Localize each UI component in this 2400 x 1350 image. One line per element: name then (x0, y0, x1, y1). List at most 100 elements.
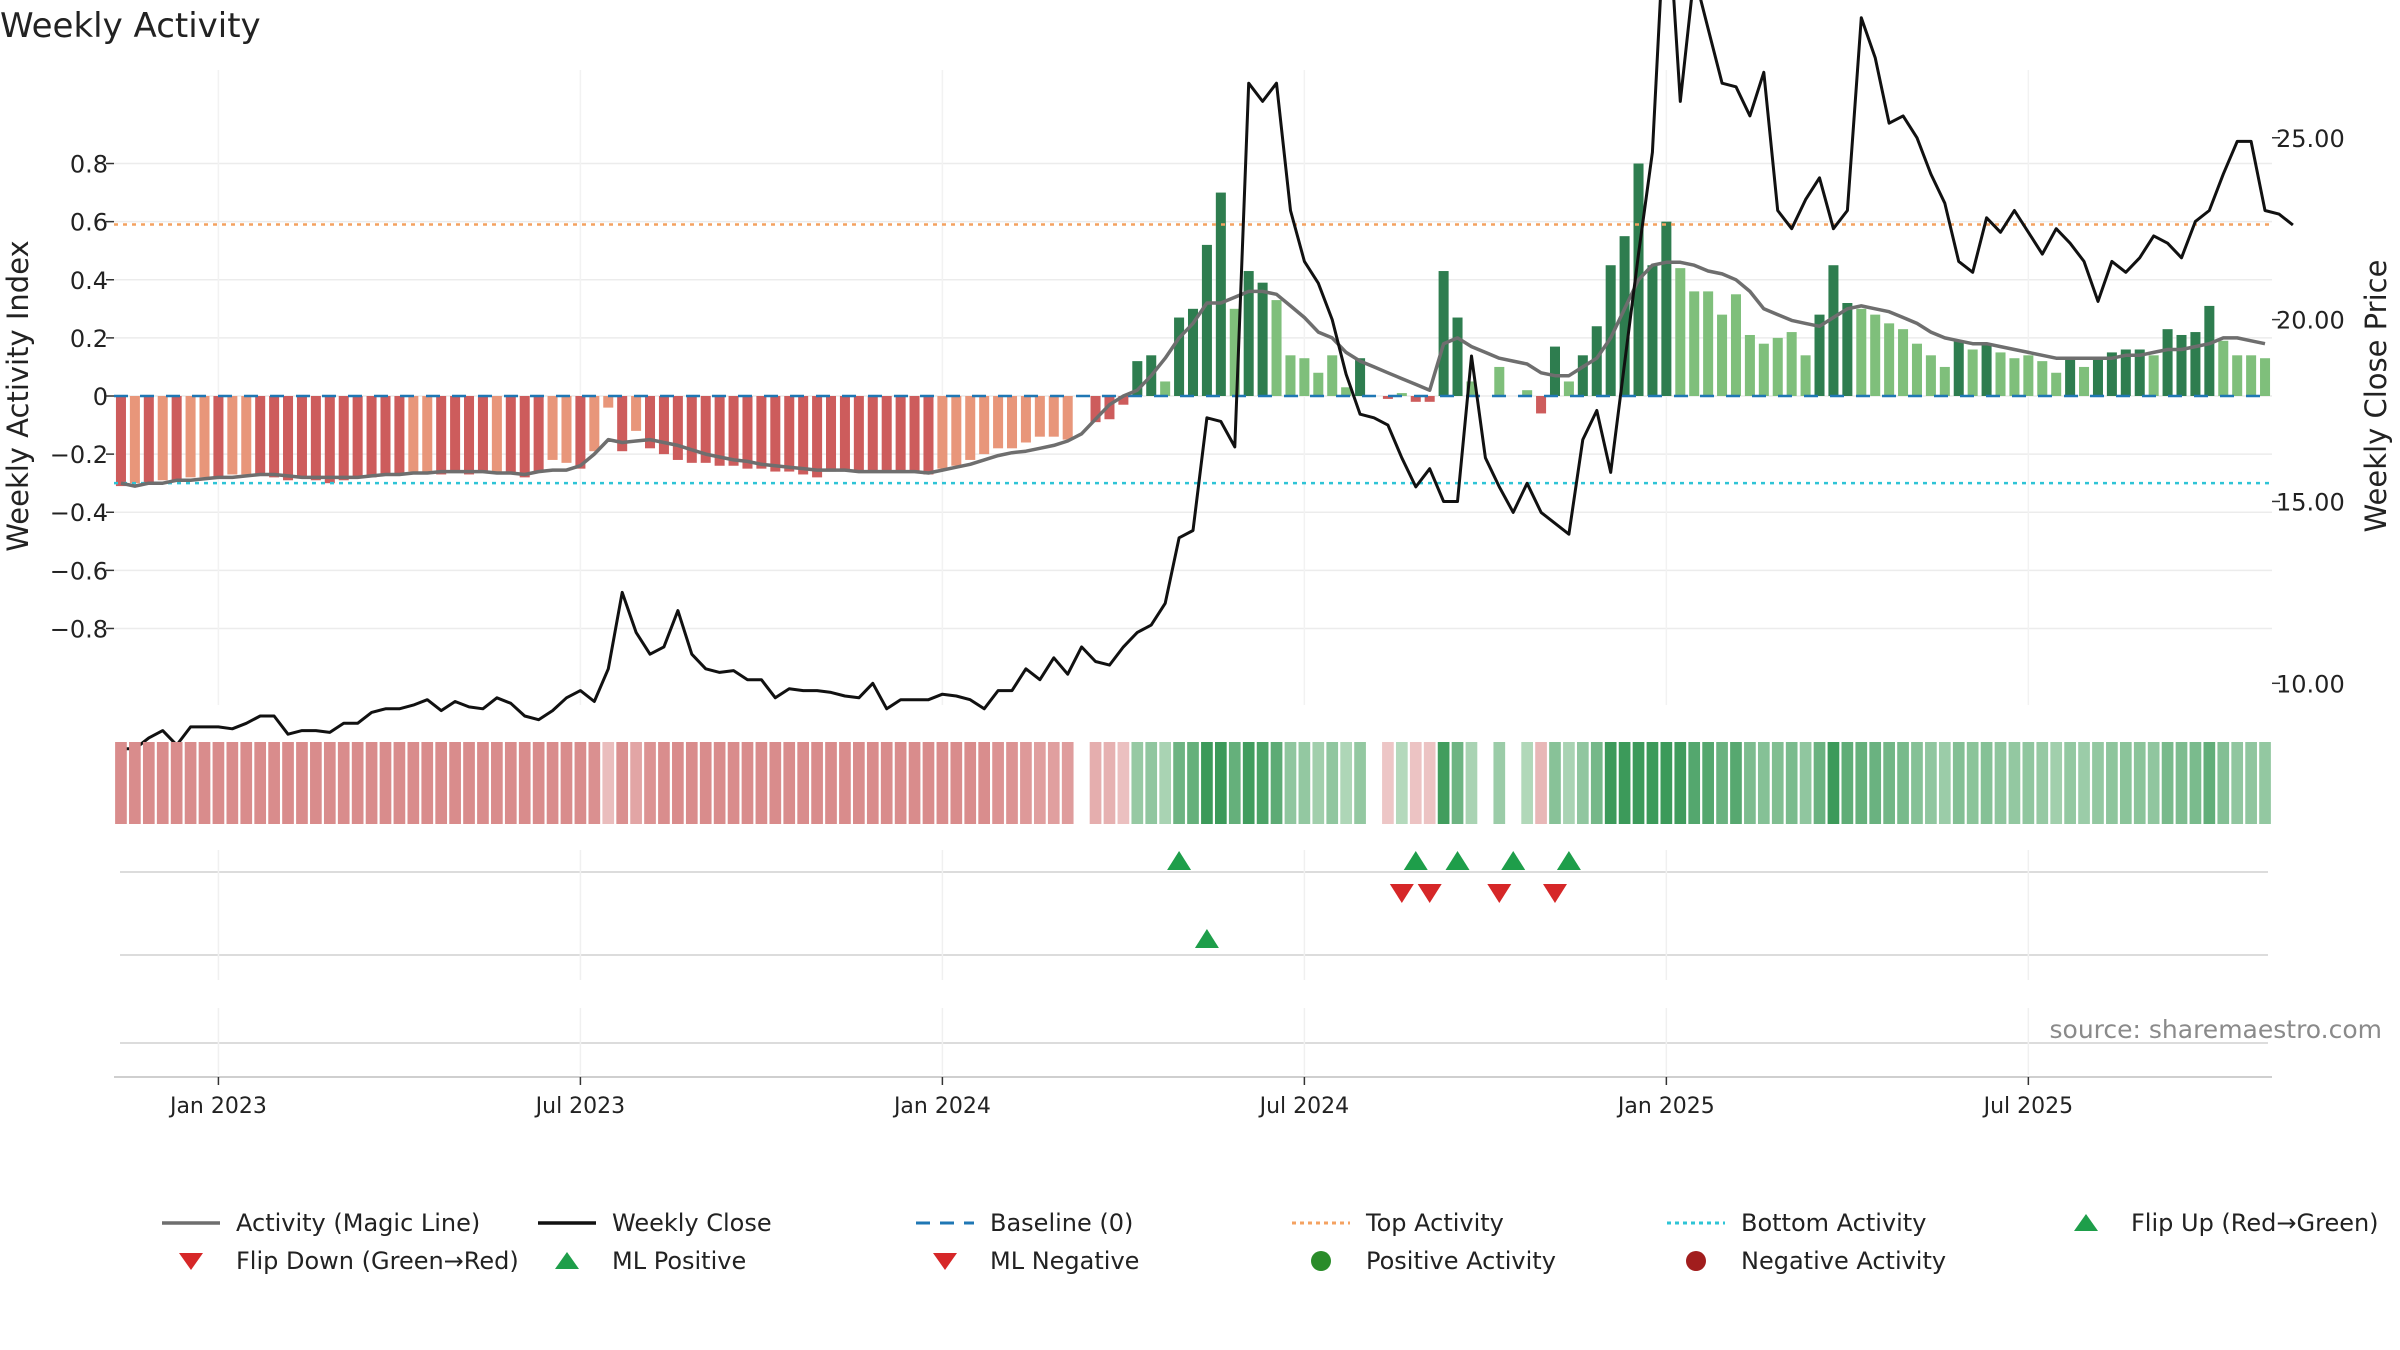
activity-bar (1466, 381, 1477, 396)
activity-bar (2106, 352, 2117, 396)
tri-down-red-icon (933, 1253, 957, 1270)
activity-bar (338, 396, 349, 481)
legend-label: Weekly Close (612, 1209, 772, 1237)
activity-bar (1689, 291, 1700, 396)
activity-bar (951, 396, 962, 466)
heat-cell (2092, 742, 2104, 824)
heat-cell (212, 742, 225, 824)
legend-label: Negative Activity (1741, 1247, 1947, 1275)
heat-cell (407, 742, 420, 824)
heat-cell (1952, 742, 1965, 824)
activity-bar (1995, 352, 2006, 396)
line-black-icon (538, 1221, 596, 1225)
activity-bar (269, 396, 280, 478)
heat-cell (421, 742, 434, 824)
activity-bar (1870, 314, 1881, 396)
activity-bar (241, 396, 252, 475)
heat-cell (156, 742, 169, 824)
activity-bar (505, 396, 516, 475)
heat-cell (1632, 742, 1645, 824)
activity-bar (1536, 396, 1547, 414)
activity-bar (589, 396, 600, 452)
heat-cell (546, 742, 559, 824)
heat-cell (1618, 742, 1631, 824)
ml-flip-down-marker (1487, 884, 1512, 903)
heat-cell (2203, 742, 2216, 824)
heat-cell (1938, 742, 1951, 824)
activity-bar (1174, 317, 1185, 396)
activity-bar (700, 396, 711, 463)
activity-bar (1744, 334, 1755, 396)
heat-cell (1145, 742, 1158, 824)
activity-bar (728, 396, 739, 466)
activity-bar (1104, 396, 1115, 420)
heat-cell (1744, 742, 1756, 824)
left-tick-label: 0.4 (70, 267, 108, 295)
activity-bar (1494, 366, 1505, 396)
activity-bar (1160, 381, 1171, 396)
heat-cell (2175, 742, 2188, 824)
chart-title: Weekly Activity (0, 6, 261, 46)
x-tick-label: Jul 2024 (1258, 1094, 1350, 1119)
heat-cell (170, 742, 183, 824)
heat-cell (337, 742, 350, 824)
heat-cell (198, 742, 211, 824)
heat-cell (644, 742, 656, 824)
heat-cell (2036, 742, 2049, 824)
heat-cell (1201, 742, 1213, 824)
heat-cell (783, 742, 796, 824)
heat-cell (296, 742, 308, 824)
heat-cell (2259, 742, 2271, 824)
line-gray-icon (162, 1221, 220, 1225)
legend-label: Top Activity (1366, 1209, 1504, 1237)
heat-cell (1020, 742, 1032, 824)
heat-cell (1075, 742, 1088, 824)
heat-cell (1590, 742, 1603, 824)
activity-bar (1285, 355, 1296, 396)
activity-bar (965, 396, 976, 460)
heat-cell (1326, 742, 1339, 824)
activity-bar (1062, 396, 1073, 440)
heat-cell (1451, 742, 1464, 824)
heat-cell (1034, 742, 1046, 824)
activity-bar (1549, 346, 1560, 396)
activity-bar (979, 396, 990, 455)
activity-bar (645, 396, 656, 449)
legend-item: Weekly Close (536, 1205, 772, 1241)
heat-cell (1256, 742, 1269, 824)
heat-cell (463, 742, 475, 824)
ml-flip-up-marker (1445, 851, 1470, 870)
activity-bar (603, 396, 614, 408)
weekly-close-line (121, 0, 2294, 751)
heat-cell (393, 742, 406, 824)
heat-cell (1382, 742, 1394, 824)
heat-cell (1103, 742, 1116, 824)
heat-cell (1604, 742, 1617, 824)
heat-cell (713, 742, 726, 824)
heat-cell (1437, 742, 1450, 824)
activity-flip-up-marker (1194, 929, 1219, 948)
heat-cell (115, 742, 127, 824)
heat-cell (894, 742, 907, 824)
activity-bars (115, 163, 2271, 487)
heat-cell (2078, 742, 2090, 824)
heat-cell (365, 742, 378, 824)
heat-cell (449, 742, 461, 824)
activity-bar (366, 396, 377, 478)
activity-bar (1090, 396, 1101, 423)
activity-bar (1884, 323, 1895, 396)
activity-bar (2176, 334, 2187, 396)
activity-bar (2009, 358, 2020, 396)
activity-bar (1201, 244, 1212, 396)
heat-cell (630, 742, 642, 824)
x-tick-label: Jan 2025 (1616, 1094, 1715, 1119)
heat-cell (1131, 742, 1144, 824)
activity-bar (1605, 265, 1616, 396)
activity-bar (185, 396, 196, 478)
activity-bar (324, 396, 335, 484)
heat-cell (1966, 742, 1979, 824)
activity-bar (1215, 192, 1226, 396)
heat-cell (518, 742, 531, 824)
activity-bar (1243, 271, 1254, 396)
activity-bar (812, 396, 823, 478)
